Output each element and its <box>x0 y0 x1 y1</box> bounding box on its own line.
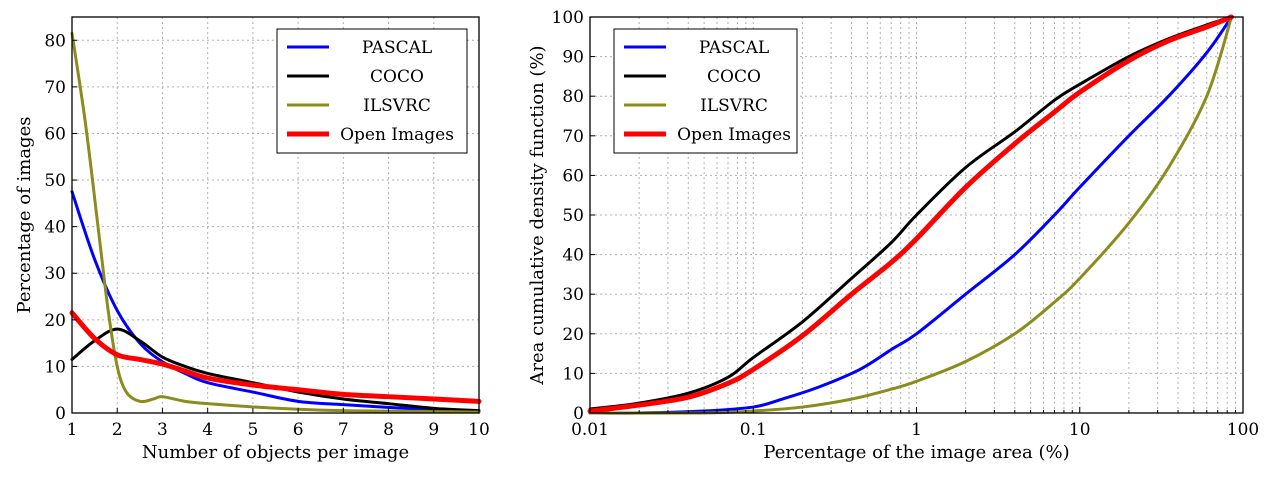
series-line-open-images <box>69 310 482 404</box>
legend-label: COCO <box>370 67 424 87</box>
series-line-pascal <box>588 15 1233 415</box>
x-tick-label: 5 <box>247 420 258 440</box>
y-tick-label: 50 <box>562 206 584 226</box>
plot-frame <box>71 16 480 414</box>
series-line-coco <box>70 327 481 413</box>
y-tick-label: 80 <box>44 31 66 51</box>
y-tick-label: 40 <box>44 218 66 238</box>
x-tick-label: 8 <box>383 420 394 440</box>
legend-entries: PASCAL COCO ILSVRC Open Images <box>287 38 454 145</box>
x-tick-label: 1 <box>911 420 922 440</box>
legend-label: Open Images <box>677 125 791 145</box>
y-axis-label: Percentage of images <box>14 117 35 314</box>
x-tick-label: 0.1 <box>740 420 767 440</box>
y-tick-label: 0 <box>55 404 66 424</box>
tick-marks <box>71 39 480 414</box>
x-tick-label: 1 <box>67 420 78 440</box>
y-tick-label: 20 <box>44 311 66 331</box>
x-tick-label: 10 <box>468 420 490 440</box>
series-line-open-images <box>587 14 1234 414</box>
legend-label: PASCAL <box>362 38 432 58</box>
y-tick-label: 20 <box>562 325 584 345</box>
legend-entries: PASCAL COCO ILSVRC Open Images <box>624 38 791 145</box>
x-tick-label: 10 <box>1069 420 1091 440</box>
series-line-ilsvrc <box>70 31 481 414</box>
x-tick-label: 100 <box>1227 420 1259 440</box>
y-tick-label: 30 <box>44 264 66 284</box>
y-tick-label: 10 <box>562 364 584 384</box>
x-tick-label: 0.01 <box>571 420 609 440</box>
x-tick-label: 9 <box>428 420 439 440</box>
x-tick-label: 2 <box>112 420 123 440</box>
x-tick-labels: 1 2 3 4 5 6 7 8 9 10 <box>67 420 490 440</box>
y-tick-label: 70 <box>44 78 66 98</box>
legend: PASCAL COCO ILSVRC Open Images <box>276 28 468 154</box>
y-tick-label: 100 <box>552 8 584 28</box>
series-line-coco <box>588 15 1233 411</box>
y-tick-label: 70 <box>562 127 584 147</box>
x-tick-labels: 0.01 0.1 1 10 100 <box>571 420 1259 440</box>
legend-label: ILSVRC <box>700 96 768 116</box>
legend-label: PASCAL <box>699 38 769 58</box>
series-line-pascal <box>70 190 481 413</box>
x-tick-label: 3 <box>157 420 168 440</box>
y-tick-label: 60 <box>562 166 584 186</box>
legend: PASCAL COCO ILSVRC Open Images <box>613 28 798 154</box>
y-tick-label: 10 <box>44 357 66 377</box>
y-tick-label: 90 <box>562 48 584 68</box>
series-lines <box>587 14 1234 415</box>
area-cdf-chart: 0.01 0.1 1 10 100 0 10 20 30 40 50 60 70 80 90 100 Per… <box>527 8 1259 463</box>
series-lines <box>69 31 482 414</box>
y-tick-labels: 0 10 20 30 40 50 60 70 80 90 100 <box>552 8 584 424</box>
y-tick-label: 0 <box>573 404 584 424</box>
x-axis-label: Number of objects per image <box>142 442 409 463</box>
y-tick-label: 80 <box>562 87 584 107</box>
x-axis-label: Percentage of the image area (%) <box>763 442 1069 463</box>
y-tick-label: 60 <box>44 124 66 144</box>
legend-label: Open Images <box>340 125 454 145</box>
legend-label: ILSVRC <box>363 96 431 116</box>
objects-per-image-chart: 1 2 3 4 5 6 7 8 9 10 0 10 20 30 40 50 60 70 80 Number of … <box>14 16 490 463</box>
y-tick-labels: 0 10 20 30 40 50 60 70 80 <box>44 31 66 424</box>
y-tick-label: 50 <box>44 171 66 191</box>
tick-marks <box>589 16 1237 414</box>
series-line-ilsvrc <box>588 15 1233 415</box>
x-tick-label: 4 <box>202 420 213 440</box>
y-tick-label: 40 <box>562 246 584 266</box>
x-tick-label: 6 <box>293 420 304 440</box>
legend-label: COCO <box>707 67 761 87</box>
x-tick-label: 7 <box>338 420 349 440</box>
y-tick-label: 30 <box>562 285 584 305</box>
y-axis-label: Area cumulative density function (%) <box>527 45 548 385</box>
